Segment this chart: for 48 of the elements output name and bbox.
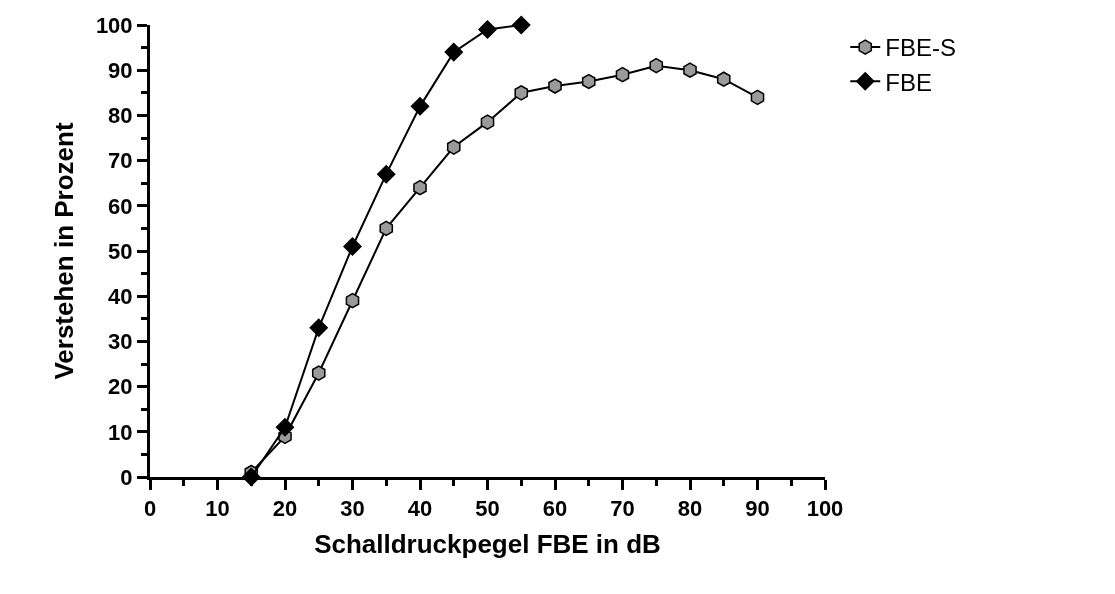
y-axis-title: Verstehen in Prozent bbox=[49, 122, 80, 380]
point bbox=[413, 179, 427, 196]
x-tick-label: 80 bbox=[677, 496, 703, 522]
point bbox=[615, 66, 630, 83]
x-tick-label: 20 bbox=[272, 496, 298, 522]
x-tick-label: 60 bbox=[542, 496, 568, 522]
y-tick-label: 90 bbox=[108, 57, 133, 83]
point bbox=[683, 62, 697, 78]
point bbox=[512, 15, 531, 35]
point bbox=[581, 73, 596, 90]
point bbox=[750, 89, 765, 106]
legend-label: FBE-S bbox=[885, 34, 956, 62]
x-tick-label: 50 bbox=[475, 496, 500, 522]
point bbox=[379, 220, 394, 237]
x-tick-label: 30 bbox=[340, 496, 365, 522]
y-tick-label: 10 bbox=[108, 419, 133, 445]
y-tick-label: 50 bbox=[108, 238, 133, 264]
y-tick-label: 80 bbox=[108, 103, 133, 129]
y-tick-label: 40 bbox=[108, 283, 133, 309]
point bbox=[410, 97, 430, 116]
x-tick-label: 70 bbox=[610, 496, 635, 522]
x-axis-title: Schalldruckpegel FBE in dB bbox=[314, 529, 661, 560]
point bbox=[480, 114, 495, 130]
point bbox=[311, 365, 326, 381]
point bbox=[649, 57, 664, 74]
point bbox=[478, 20, 497, 39]
point bbox=[716, 71, 731, 87]
y-tick-label: 100 bbox=[95, 12, 133, 38]
y-tick-label: 0 bbox=[120, 464, 133, 490]
x-tick-label: 100 bbox=[806, 496, 844, 522]
point bbox=[444, 42, 463, 62]
point bbox=[446, 139, 461, 155]
x-tick-label: 90 bbox=[745, 496, 770, 522]
x-tick-label: 10 bbox=[205, 496, 230, 522]
x-tick-label: 40 bbox=[407, 496, 433, 522]
y-tick-label: 70 bbox=[108, 148, 133, 174]
point bbox=[514, 85, 529, 101]
point bbox=[343, 237, 362, 256]
point bbox=[275, 418, 295, 437]
point bbox=[309, 318, 328, 338]
legend-label: FBE bbox=[885, 68, 932, 96]
y-tick-label: 30 bbox=[108, 329, 133, 355]
y-tick-label: 60 bbox=[108, 193, 133, 219]
point bbox=[377, 164, 396, 184]
y-tick-label: 20 bbox=[108, 374, 133, 400]
point bbox=[548, 78, 562, 94]
x-tick-label: 0 bbox=[143, 496, 157, 522]
point bbox=[345, 292, 360, 309]
